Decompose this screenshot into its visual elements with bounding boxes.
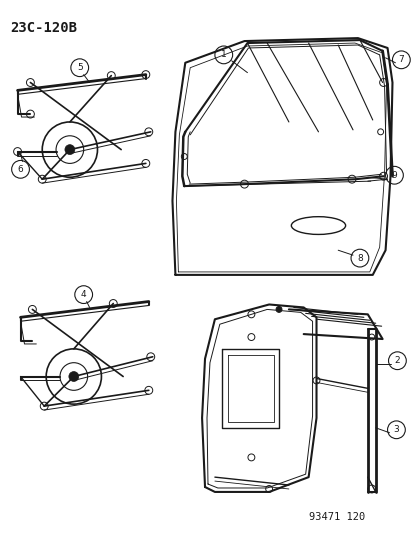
Text: 4: 4 (81, 290, 86, 299)
Text: 5: 5 (77, 63, 83, 72)
Circle shape (275, 306, 281, 312)
Text: 7: 7 (398, 55, 403, 64)
Text: 93471 120: 93471 120 (308, 512, 364, 521)
Text: 8: 8 (356, 254, 362, 263)
Text: 2: 2 (394, 356, 399, 365)
Circle shape (65, 144, 75, 155)
Text: 23C-120B: 23C-120B (11, 21, 78, 35)
Text: 1: 1 (221, 51, 226, 59)
Text: 6: 6 (18, 165, 24, 174)
Text: 3: 3 (393, 425, 398, 434)
Text: 9: 9 (391, 171, 396, 180)
Circle shape (69, 372, 78, 382)
